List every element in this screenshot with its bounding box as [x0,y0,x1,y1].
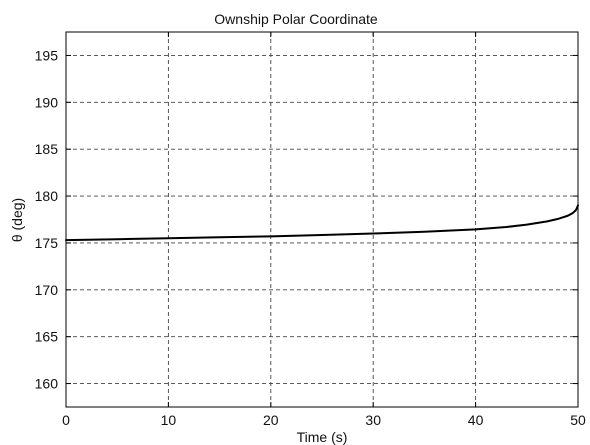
y-tick-label-2: 170 [35,282,59,298]
plot-frame [65,31,579,408]
y-tick-label-1: 165 [35,329,59,345]
x-tick-label-3: 30 [365,412,381,428]
chart-title: Ownship Polar Coordinate [214,11,378,27]
plot-area [66,32,578,407]
y-axis-label: θ (deg) [9,198,25,242]
x-tick-label-2: 20 [263,412,279,428]
y-tick-label-4: 180 [35,188,59,204]
y-tick-label-6: 190 [35,94,59,110]
x-tick-label-4: 40 [468,412,484,428]
x-tick-label-1: 10 [161,412,177,428]
y-tick-label-0: 160 [35,376,59,392]
series-line-0 [65,204,579,242]
x-axis-label: Time (s) [297,429,348,445]
series-layer [65,204,579,242]
ticks: 0 10 20 30 40 50 160 165 170 175 180 185 190 195 [35,32,586,428]
y-tick-label-5: 185 [35,141,59,157]
x-tick-label-5: 50 [570,412,586,428]
y-tick-label-3: 175 [35,235,59,251]
y-tick-label-7: 195 [35,47,59,63]
x-tick-label-0: 0 [62,412,70,428]
grid-lines [66,32,578,407]
